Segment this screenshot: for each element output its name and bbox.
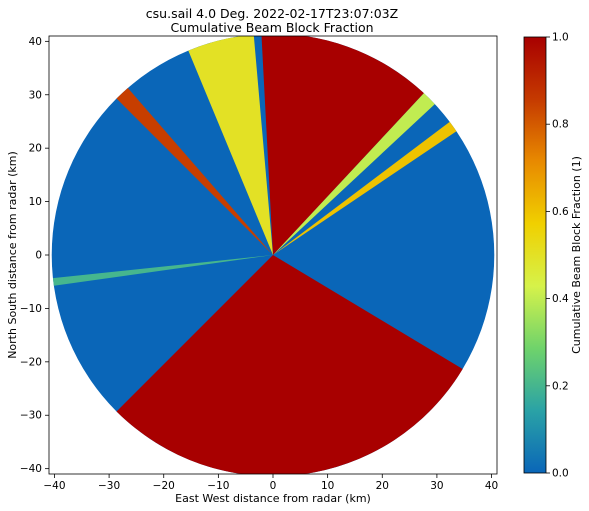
colorbar-tick-label: 0.6 <box>552 206 569 218</box>
y-axis-label: North South distance from radar (km) <box>6 151 19 359</box>
colorbar-tick-label: 0.4 <box>552 293 569 305</box>
block-sector-1 <box>116 255 463 474</box>
x-tick-label: 10 <box>321 480 334 492</box>
y-tick-label: 40 <box>29 36 42 48</box>
y-axis-ticks: 40 30 20 10 0 −10 −20 −30 −40 <box>20 36 49 475</box>
block-sector-3 <box>116 88 273 255</box>
block-sector-4 <box>273 93 435 255</box>
x-tick-label: 0 <box>270 480 277 492</box>
x-tick-label: 20 <box>376 480 389 492</box>
y-tick-label: 30 <box>29 89 42 101</box>
plot-area: −40 −30 −20 −10 0 10 20 30 40 40 30 20 10 0 −10 −20 −30… <box>20 35 498 492</box>
x-tick-label: −20 <box>153 480 175 492</box>
y-tick-label: −30 <box>20 410 42 422</box>
colorbar-tick-label: 0.8 <box>552 119 569 131</box>
block-sector-6 <box>52 255 273 286</box>
y-tick-label: −10 <box>20 303 42 315</box>
colorbar: 1.0 0.8 0.6 0.4 0.2 0.0 Cumulative Beam Block… <box>523 32 583 480</box>
chart-subtitle: Cumulative Beam Block Fraction <box>170 20 373 35</box>
x-axis-label: East West distance from radar (km) <box>175 492 371 505</box>
y-tick-label: 10 <box>29 196 42 208</box>
colorbar-label: Cumulative Beam Block Fraction (1) <box>570 156 583 354</box>
colorbar-ticks: 1.0 0.8 0.6 0.4 0.2 0.0 <box>546 32 569 480</box>
colorbar-tick-label: 0.0 <box>552 468 569 480</box>
ppi-field <box>51 36 495 474</box>
block-sector-5 <box>273 121 457 255</box>
x-tick-label: −30 <box>98 480 120 492</box>
block-sector-2 <box>188 36 273 255</box>
x-tick-label: 40 <box>485 480 498 492</box>
x-tick-label: 30 <box>430 480 443 492</box>
x-tick-label: −40 <box>43 480 65 492</box>
x-axis-ticks: −40 −30 −20 −10 0 10 20 30 40 <box>43 474 498 492</box>
block-sector-0 <box>261 36 424 255</box>
colorbar-tick-label: 1.0 <box>552 32 569 44</box>
y-tick-label: 0 <box>35 250 42 262</box>
y-tick-label: −40 <box>20 463 42 475</box>
x-tick-label: −10 <box>207 480 229 492</box>
y-tick-label: 20 <box>29 143 42 155</box>
chart-title: csu.sail 4.0 Deg. 2022-02-17T23:07:03Z <box>146 6 398 21</box>
colorbar-gradient <box>523 36 547 474</box>
y-tick-label: −20 <box>20 356 42 368</box>
colorbar-tick-label: 0.2 <box>552 380 569 392</box>
